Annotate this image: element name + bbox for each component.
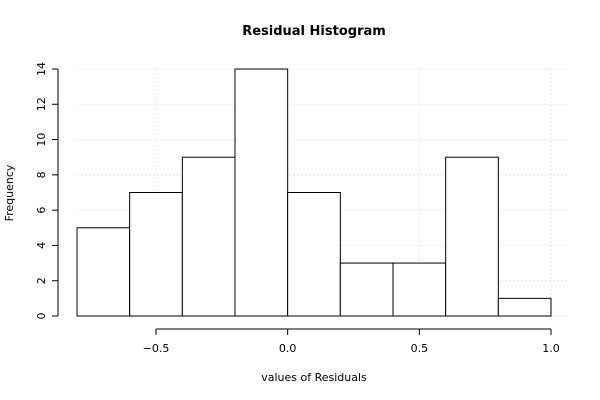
histogram-bar — [445, 156, 499, 317]
histogram-bar — [497, 297, 552, 317]
histogram-bars — [76, 68, 552, 317]
chart-title: Residual Histogram — [242, 24, 386, 39]
x-tick-label: 0.5 — [411, 342, 429, 355]
x-axis: −0.5 0.0 0.5 1.0 — [143, 328, 560, 355]
histogram-bar — [129, 192, 183, 317]
y-tick-label: 0 — [35, 313, 48, 320]
histogram-bar — [76, 227, 131, 317]
histogram-bar — [287, 192, 341, 317]
y-axis: 0 2 4 6 8 10 12 14 — [35, 62, 59, 320]
y-tick-label: 6 — [35, 207, 48, 214]
y-tick-label: 2 — [35, 277, 48, 284]
x-tick-label: 0.0 — [279, 342, 297, 355]
histogram-bar — [234, 68, 289, 317]
y-tick-label: 12 — [35, 97, 48, 111]
histogram-bar — [181, 156, 236, 317]
y-axis-label: Frequency — [3, 164, 16, 221]
x-axis-label: values of Residuals — [261, 371, 367, 384]
y-tick-label: 8 — [35, 171, 48, 178]
x-tick-label: −0.5 — [143, 342, 170, 355]
histogram-bar — [392, 262, 447, 317]
y-tick-label: 4 — [35, 242, 48, 249]
histogram-bar — [339, 262, 394, 317]
x-tick-label: 1.0 — [542, 342, 560, 355]
y-tick-label: 10 — [35, 133, 48, 147]
y-tick-label: 14 — [35, 62, 48, 76]
